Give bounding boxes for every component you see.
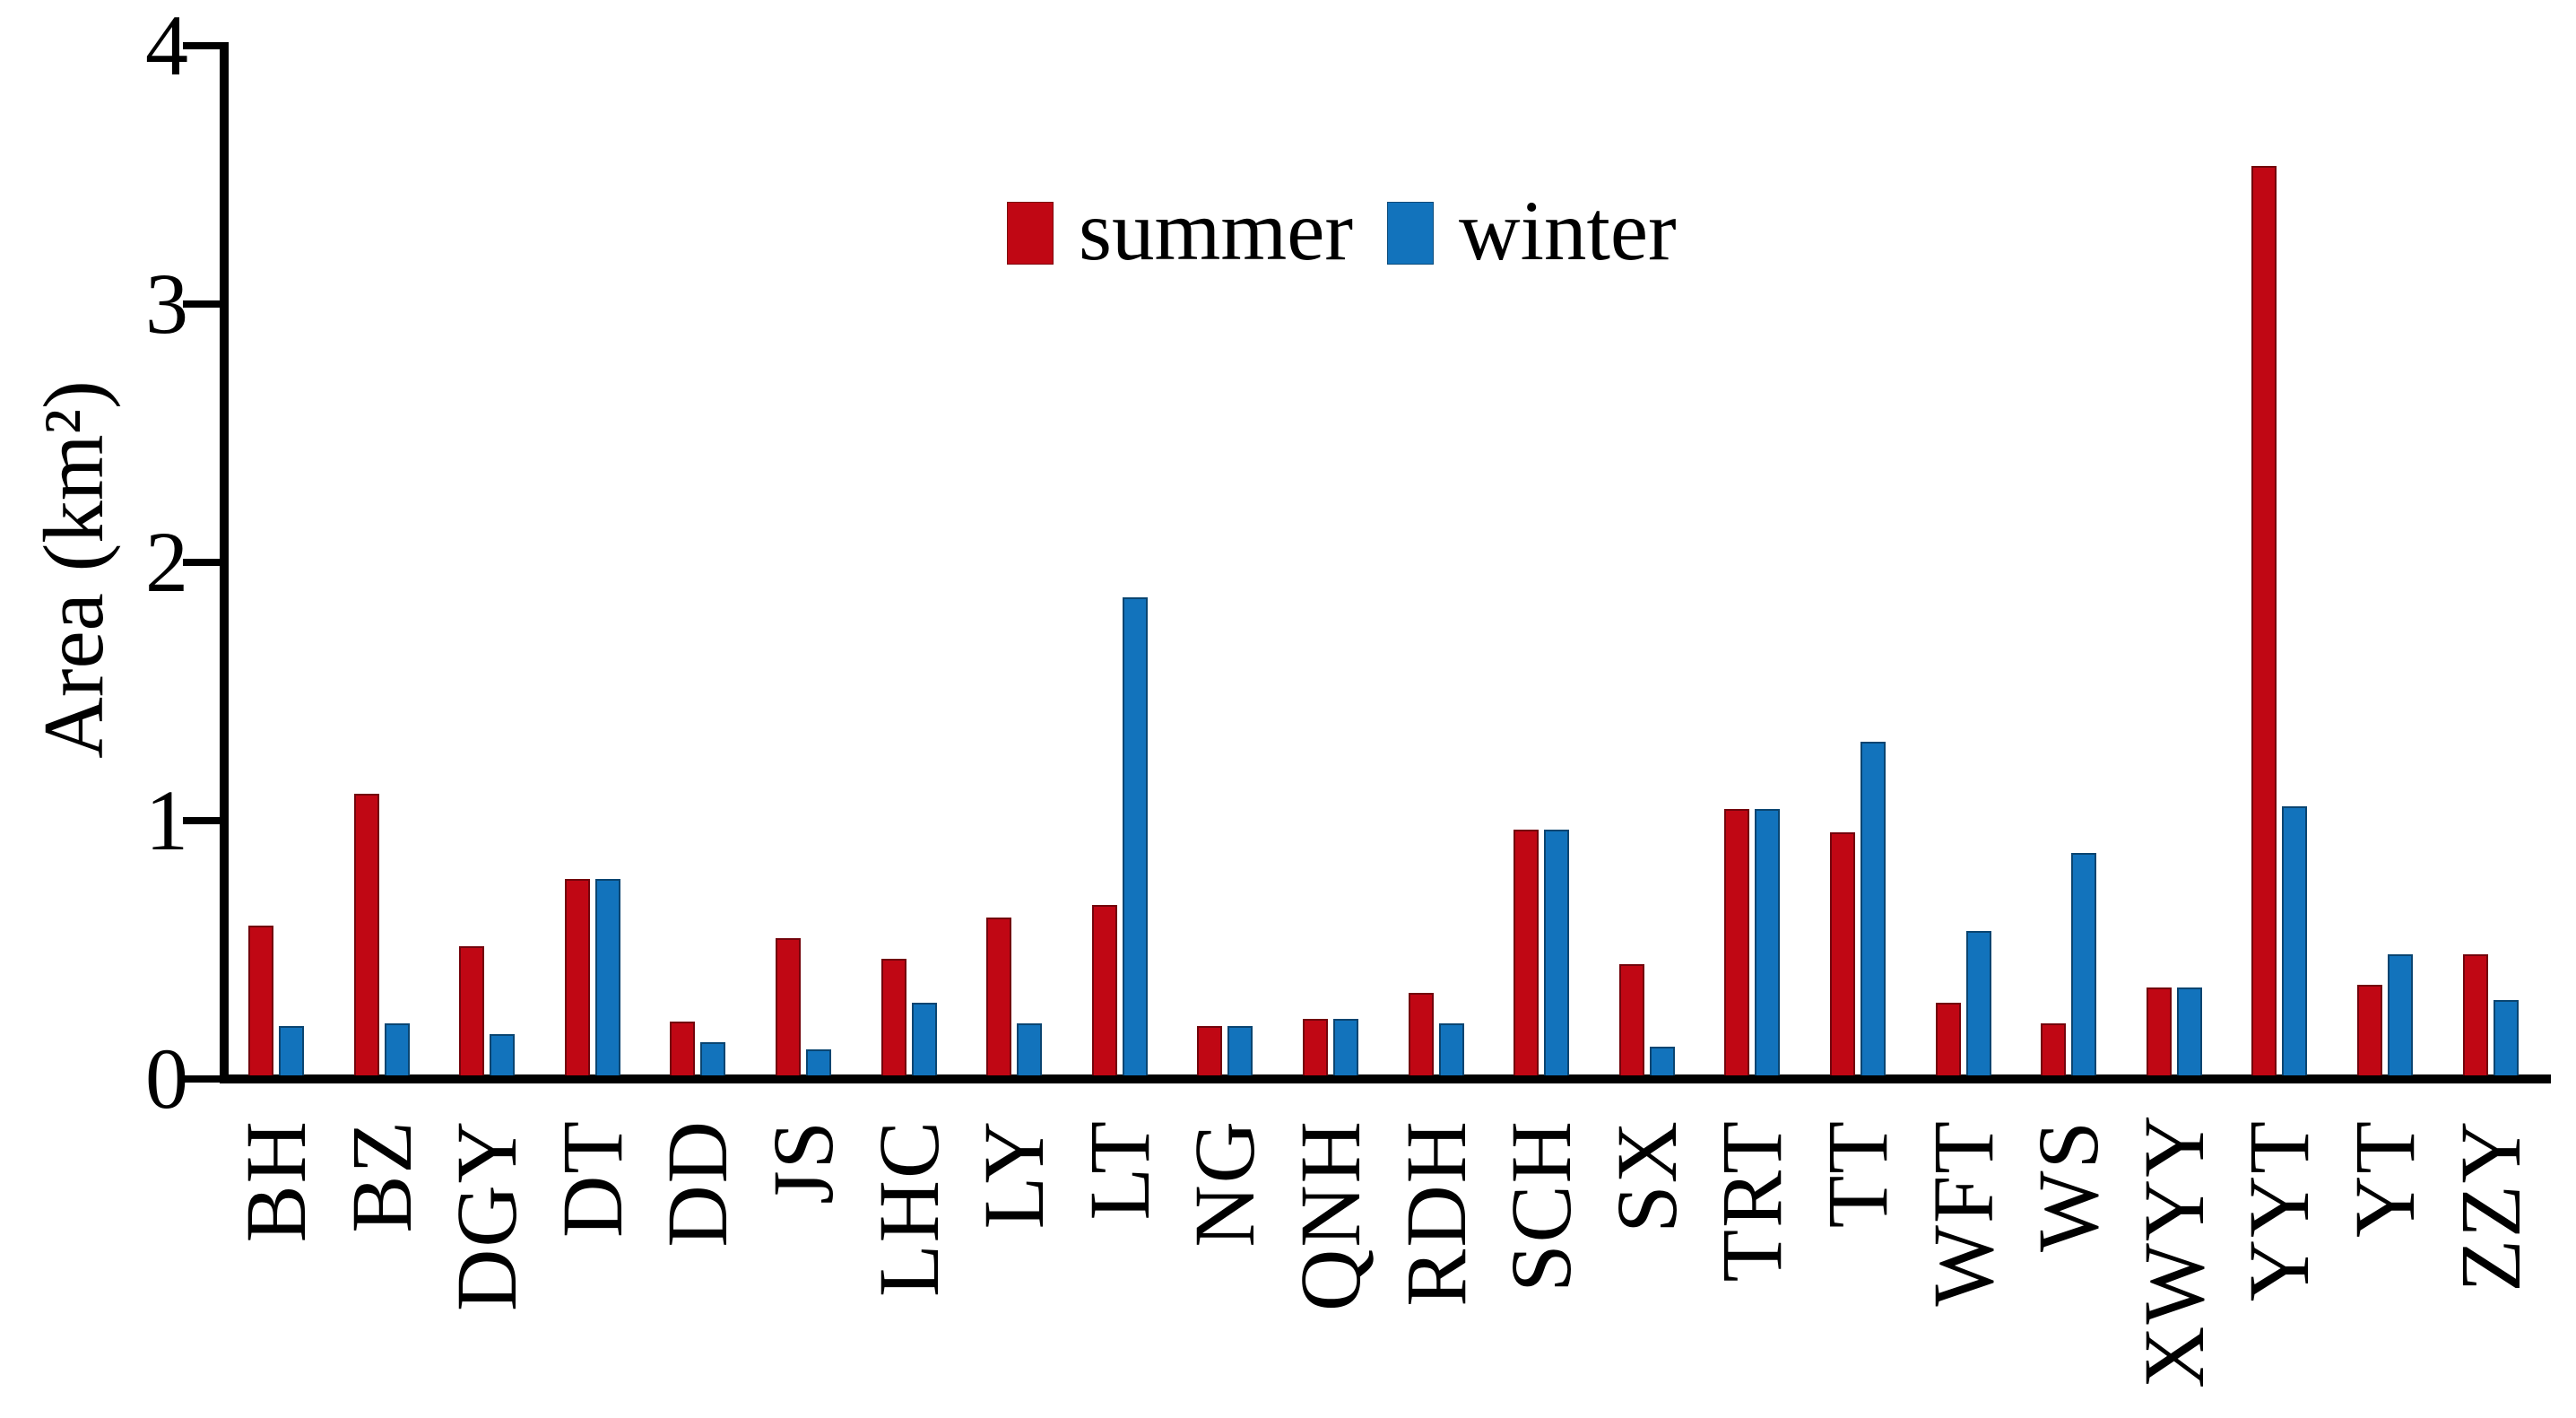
x-tick-label-NG: NG	[1176, 1119, 1273, 1248]
bar-summer-SX	[1618, 964, 1644, 1075]
legend-summer-swatch	[1007, 202, 1054, 265]
bar-winter-LY	[1017, 1023, 1043, 1075]
bar-summer-NG	[1197, 1026, 1223, 1075]
bar-summer-SCH	[1514, 830, 1540, 1075]
x-tick-label-WFT: WFT	[1914, 1119, 2011, 1307]
bar-winter-SX	[1649, 1047, 1675, 1075]
bar-summer-LT	[1091, 905, 1117, 1075]
x-tick-label-TRT: TRT	[1704, 1119, 1800, 1283]
x-tick-label-LT: LT	[1071, 1119, 1167, 1221]
x-tick-label-YT: YT	[2337, 1119, 2433, 1238]
x-tick-label-SCH: SCH	[1493, 1119, 1590, 1292]
bar-summer-WFT	[1935, 1003, 1961, 1075]
x-tick-label-JS: JS	[755, 1119, 851, 1205]
y-tick-label-0: 0	[145, 1031, 188, 1127]
y-tick-label-1: 1	[145, 772, 188, 868]
bar-summer-DGY	[459, 946, 485, 1075]
bar-winter-BZ	[384, 1023, 410, 1075]
bar-summer-BH	[248, 926, 273, 1075]
y-axis-line	[220, 42, 229, 1083]
y-tick-mark-0	[183, 1075, 224, 1083]
bar-summer-QNH	[1303, 1019, 1328, 1075]
bar-winter-DD	[700, 1042, 726, 1075]
bar-winter-YT	[2388, 954, 2413, 1075]
legend-winter-swatch	[1387, 202, 1434, 265]
x-tick-label-TT: TT	[1809, 1119, 1905, 1229]
bar-summer-XWYY	[2146, 987, 2172, 1075]
bar-summer-WS	[2041, 1023, 2067, 1075]
bar-summer-TT	[1830, 832, 1855, 1075]
bar-summer-YYT	[2251, 166, 2277, 1075]
x-tick-label-ZZY: ZZY	[2442, 1119, 2538, 1292]
x-tick-label-WS: WS	[2020, 1119, 2117, 1252]
bar-winter-DT	[594, 879, 620, 1075]
x-tick-label-LHC: LHC	[860, 1119, 957, 1297]
bar-winter-JS	[806, 1049, 831, 1075]
x-tick-label-RDH: RDH	[1387, 1119, 1484, 1307]
bar-summer-JS	[776, 938, 801, 1075]
y-tick-mark-4	[183, 42, 224, 49]
bar-winter-XWYY	[2176, 987, 2202, 1075]
bar-summer-RDH	[1408, 993, 1434, 1075]
bar-summer-YT	[2357, 985, 2382, 1075]
bar-winter-WS	[2071, 853, 2097, 1075]
y-tick-label-2: 2	[145, 514, 188, 610]
bar-winter-SCH	[1544, 830, 1570, 1075]
bar-winter-LT	[1122, 597, 1148, 1075]
y-tick-mark-2	[183, 559, 224, 566]
bar-winter-DGY	[490, 1034, 516, 1075]
bar-summer-DT	[564, 879, 590, 1075]
x-tick-label-QNH: QNH	[1282, 1119, 1378, 1311]
x-tick-label-XWYY: XWYY	[2125, 1113, 2222, 1388]
x-tick-label-BH: BH	[228, 1119, 324, 1243]
legend-winter-label: winter	[1459, 183, 1677, 278]
y-tick-mark-1	[183, 817, 224, 824]
x-axis-line	[220, 1074, 2551, 1083]
bar-winter-TRT	[1755, 809, 1781, 1075]
bar-winter-BH	[279, 1026, 304, 1075]
x-tick-label-LY: LY	[966, 1119, 1062, 1230]
bar-winter-ZZY	[2493, 1000, 2519, 1075]
x-tick-label-DT: DT	[543, 1119, 640, 1238]
legend-summer-label: summer	[1079, 183, 1354, 278]
bar-winter-YYT	[2282, 806, 2308, 1075]
bar-summer-ZZY	[2462, 954, 2488, 1075]
bar-winter-LHC	[911, 1003, 937, 1075]
bar-summer-TRT	[1724, 809, 1750, 1075]
bar-winter-NG	[1227, 1026, 1253, 1075]
x-tick-label-DGY: DGY	[438, 1119, 535, 1311]
bar-winter-RDH	[1438, 1023, 1464, 1075]
bar-winter-TT	[1860, 742, 1886, 1075]
bar-winter-WFT	[1965, 931, 1991, 1075]
x-tick-label-BZ: BZ	[333, 1119, 429, 1233]
bar-winter-QNH	[1333, 1019, 1358, 1075]
bar-summer-BZ	[353, 794, 379, 1075]
bar-summer-DD	[670, 1022, 696, 1075]
y-tick-label-4: 4	[145, 0, 188, 93]
x-tick-label-YYT: YYT	[2231, 1119, 2328, 1302]
y-tick-label-3: 3	[145, 256, 188, 352]
bar-summer-LY	[986, 918, 1012, 1075]
bar-summer-LHC	[880, 959, 906, 1075]
x-tick-label-DD: DD	[649, 1119, 746, 1248]
x-tick-label-SX: SX	[1598, 1119, 1695, 1233]
y-tick-mark-3	[183, 300, 224, 308]
